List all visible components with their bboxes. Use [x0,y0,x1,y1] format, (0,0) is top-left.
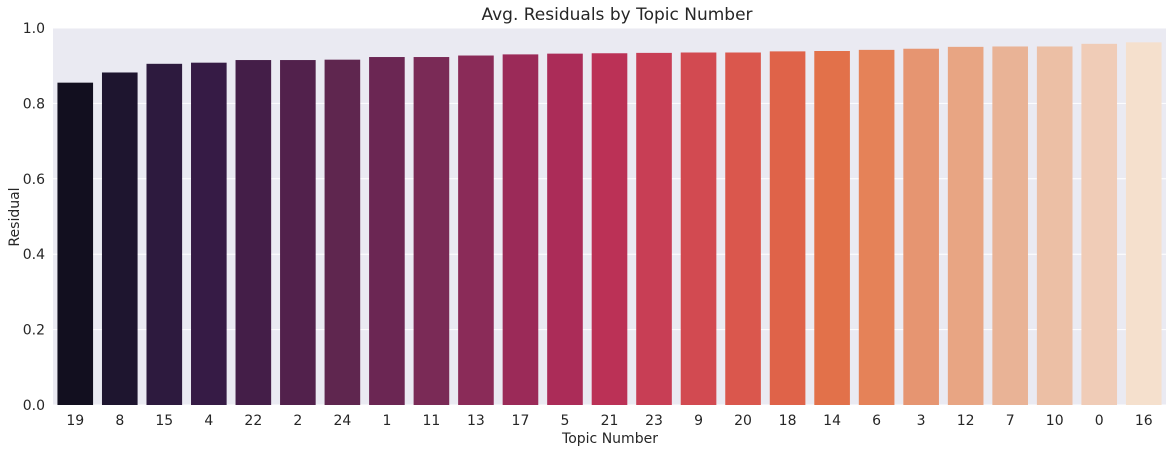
x-tick-label: 7 [1006,413,1015,429]
bar-topic-15 [146,63,183,405]
x-tick-label: 18 [779,413,797,429]
bar-topic-1 [369,57,405,406]
bar-topic-12 [947,46,984,405]
bar-topic-3 [903,48,939,406]
x-tick-label: 5 [561,413,570,429]
x-tick-label: 16 [1135,413,1153,429]
bar-topic-7 [992,46,1028,406]
x-tick-label: 9 [694,413,703,429]
x-tick-label: 15 [155,413,173,429]
bar-topic-16 [1125,42,1162,406]
x-tick-label: 22 [244,413,262,429]
x-axis-ticks: 19 8 15 4 22 2 24 1 11 13 17 5 21 23 9 20 18 14 6 3 12 7 10 0 16 [66,413,1152,429]
x-tick-label: 21 [601,413,619,429]
x-tick-label: 14 [823,413,841,429]
x-tick-label: 8 [115,413,124,429]
y-axis-label: Residual [7,187,23,246]
bar-topic-8 [101,72,138,406]
bar-topic-17 [502,54,539,405]
x-tick-label: 13 [467,413,485,429]
x-tick-label: 0 [1095,413,1104,429]
x-tick-label: 6 [872,413,881,429]
y-tick-label: 0.8 [23,96,45,112]
y-tick-label: 0.2 [23,323,45,339]
x-axis-label: Topic Number [561,431,658,447]
y-tick-label: 0.4 [23,247,45,263]
bar-topic-6 [858,49,895,406]
bar-topic-2 [280,60,316,406]
x-tick-label: 3 [917,413,926,429]
bar-topic-18 [769,51,806,406]
x-tick-label: 12 [957,413,975,429]
x-tick-label: 10 [1046,413,1064,429]
bar-topic-24 [324,59,361,405]
bar-topic-13 [458,55,494,406]
x-tick-label: 1 [382,413,391,429]
bar-topic-10 [1036,46,1073,406]
y-tick-label: 0.6 [23,172,45,188]
x-tick-label: 4 [204,413,213,429]
x-tick-label: 11 [423,413,441,429]
x-tick-label: 24 [333,413,351,429]
bar-topic-20 [725,52,761,405]
bars [57,42,1162,406]
x-tick-label: 19 [66,413,84,429]
y-tick-label: 1.0 [23,21,45,37]
bar-topic-19 [57,82,94,405]
y-tick-label: 0.0 [23,398,45,414]
chart-title: Avg. Residuals by Topic Number [481,5,752,25]
x-tick-label: 2 [293,413,302,429]
bar-topic-22 [235,60,272,406]
bar-topic-0 [1081,43,1118,406]
x-tick-label: 17 [512,413,530,429]
bar-topic-23 [636,52,672,406]
y-axis-ticks: 0.0 0.2 0.4 0.6 0.8 1.0 [23,21,45,414]
x-tick-label: 23 [645,413,663,429]
bar-topic-9 [680,52,717,405]
x-tick-label: 20 [734,413,752,429]
bar-topic-14 [814,50,850,405]
bar-topic-5 [547,53,583,406]
bar-topic-4 [191,62,227,406]
bar-topic-21 [591,53,628,405]
bar-topic-11 [413,57,450,406]
